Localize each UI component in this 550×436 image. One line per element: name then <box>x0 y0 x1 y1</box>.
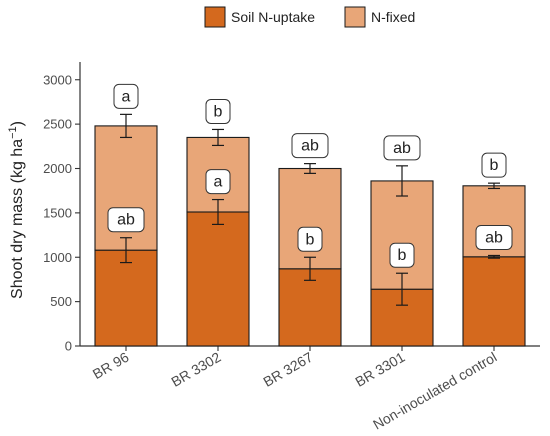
x-tick-label: BR 3302 <box>168 349 223 390</box>
significance-label-box <box>383 135 421 161</box>
y-axis-label-main: Shoot dry mass (kg ha <box>9 139 26 299</box>
y-tick-label: 2000 <box>43 161 72 176</box>
significance-label-box <box>389 242 415 268</box>
legend-swatch <box>344 6 366 28</box>
significance-label-box <box>107 207 145 233</box>
bar-segment <box>278 268 342 347</box>
significance-label: ab <box>485 229 503 246</box>
significance-label: ab <box>393 140 411 157</box>
significance-label: a <box>214 174 223 191</box>
y-axis-label: Shoot dry mass (kg ha−1) <box>7 121 26 299</box>
significance-label: a <box>122 88 131 105</box>
y-tick-label: 2500 <box>43 117 72 132</box>
significance-label-box <box>297 226 323 252</box>
significance-label: b <box>490 157 499 174</box>
bars <box>94 125 526 347</box>
y-axis-label-close: ) <box>9 121 26 126</box>
significance-label-box <box>291 133 329 159</box>
significance-label-box <box>205 169 231 195</box>
legend: Soil N-uptake N-fixed <box>204 6 415 28</box>
x-tick-label: BR 3301 <box>352 349 407 390</box>
significance-label: b <box>214 103 223 120</box>
significance-label: b <box>398 247 407 264</box>
bar-segment <box>94 249 158 347</box>
y-axis-label-superscript: −1 <box>7 126 19 139</box>
bar-segment <box>278 167 342 270</box>
significance-label-box <box>205 98 231 124</box>
bar-segment <box>186 211 250 347</box>
legend-label: Soil N-uptake <box>231 9 315 25</box>
y-tick-label: 1500 <box>43 205 72 220</box>
y-tick-label: 1000 <box>43 250 72 265</box>
significance-label: b <box>306 231 315 248</box>
y-tick-label: 0 <box>65 339 72 354</box>
legend-label: N-fixed <box>371 9 415 25</box>
y-tick-label: 3000 <box>43 72 72 87</box>
y-tick-label: 500 <box>50 294 72 309</box>
significance-label-box <box>113 83 139 109</box>
legend-swatch <box>204 6 226 28</box>
significance-label-box <box>481 152 507 178</box>
significance-label: ab <box>301 138 319 155</box>
bar-segment <box>370 180 434 290</box>
x-tick-label: BR 3267 <box>260 349 315 390</box>
x-tick-label: BR 96 <box>90 349 132 382</box>
bar-segment <box>462 256 526 347</box>
significance-label: ab <box>117 212 135 229</box>
significance-label-box <box>475 224 513 250</box>
